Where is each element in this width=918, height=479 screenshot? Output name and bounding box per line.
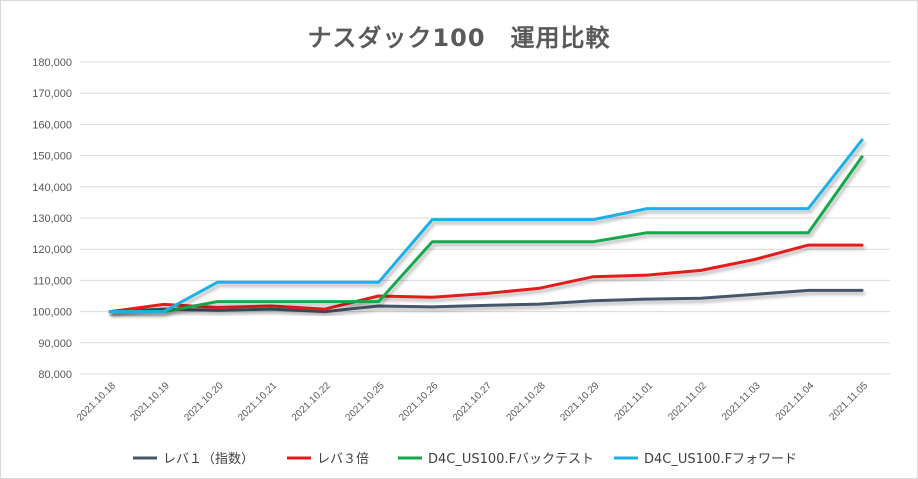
x-tick-label: 2021.10.29	[558, 380, 601, 423]
x-tick-label: 2021.11.03	[720, 380, 763, 423]
legend: レバ１（指数） レバ３倍 D4C_US100.Fバックテスト D4C_US100.Fフ…	[133, 452, 797, 467]
y-tick-label: 120,000	[32, 244, 72, 256]
series-lines	[108, 138, 864, 314]
x-tick-label: 2021.10.27	[451, 380, 494, 423]
x-tick-label: 2021.10.18	[75, 380, 118, 423]
y-tick-label: 160,000	[32, 119, 72, 131]
x-tick-label: 2021.10.26	[397, 380, 440, 423]
legend-label: レバ１（指数）	[163, 452, 254, 467]
x-tick-label: 2021.10.21	[236, 380, 279, 423]
series-line-3	[108, 155, 864, 314]
chart-title: ナスダック100 運用比較	[307, 24, 611, 52]
x-axis-ticks: 2021.10.18 2021.10.19 2021.10.20 2021.10.21…	[75, 380, 870, 423]
y-tick-label: 100,000	[32, 307, 72, 319]
x-tick-label: 2021.10.20	[182, 380, 225, 423]
x-tick-label: 2021.10.28	[505, 380, 548, 423]
series-line-4	[108, 138, 864, 314]
legend-label: D4C_US100.Fバックテスト	[428, 452, 594, 467]
y-axis-ticks: 80,000 90,000 100,000 110,000 120,000 130,000…	[32, 57, 72, 381]
y-tick-label: 150,000	[32, 151, 72, 163]
x-tick-label: 2021.11.04	[774, 380, 817, 423]
y-tick-label: 90,000	[38, 338, 72, 350]
y-tick-label: 130,000	[32, 213, 72, 225]
y-tick-label: 80,000	[38, 369, 72, 381]
x-tick-label: 2021.10.22	[290, 380, 333, 423]
series-line-2	[108, 243, 864, 314]
x-tick-label: 2021.10.25	[344, 380, 387, 423]
y-tick-label: 180,000	[32, 57, 72, 69]
y-tick-label: 170,000	[32, 88, 72, 100]
x-tick-label: 2021.11.05	[827, 380, 870, 423]
gridlines	[80, 61, 890, 375]
x-tick-label: 2021.11.02	[666, 380, 709, 423]
legend-label: D4C_US100.Fフォワード	[644, 452, 797, 467]
series-line-1	[108, 288, 864, 314]
legend-label: レバ３倍	[317, 452, 369, 467]
x-tick-label: 2021.10.19	[129, 380, 172, 423]
y-tick-label: 110,000	[33, 275, 72, 287]
x-tick-label: 2021.11.01	[613, 380, 656, 423]
y-tick-label: 140,000	[32, 182, 72, 194]
